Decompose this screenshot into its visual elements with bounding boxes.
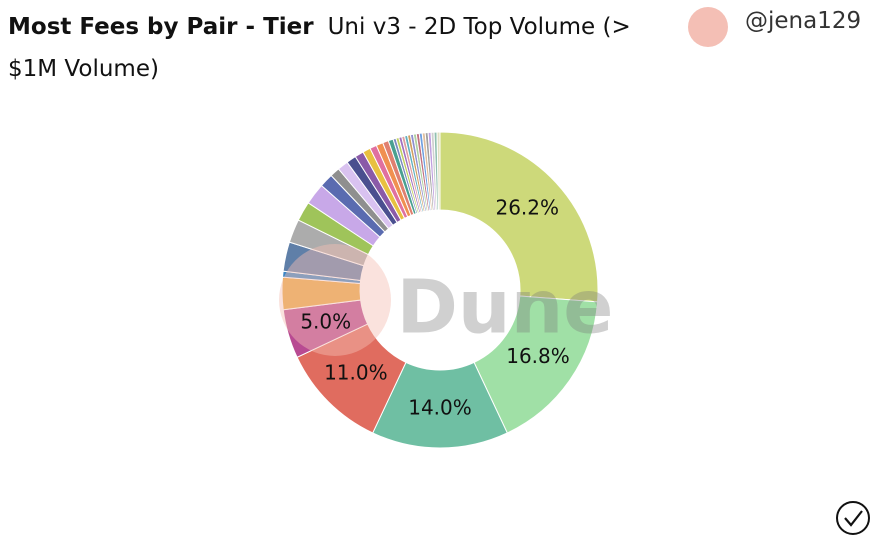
data-label: 26.2% [495,196,559,220]
author: @jena129 [745,8,862,34]
labels: 26.2% 16.8% 14.0% 11.0% 5.0% [300,196,569,420]
data-label: 11.0% [324,361,388,385]
watermark: Dune [397,265,614,351]
slice [439,131,599,303]
check-mark [844,510,863,527]
data-label: 5.0% [300,310,351,334]
avatar [688,7,728,47]
check-icon[interactable] [836,501,870,535]
chart-title: Most Fees by Pair - Tier [8,14,314,40]
hover-dot [279,244,391,356]
data-label: 14.0% [408,396,472,420]
data-label: 16.8% [506,344,570,368]
slice [436,131,441,211]
header: Most Fees by Pair - Tier Uni v3 - 2D Top … [8,6,668,90]
chart-subtitle: Uni v3 - 2D Top Volume (> $1M Volume) [8,14,631,82]
donut [281,131,599,449]
